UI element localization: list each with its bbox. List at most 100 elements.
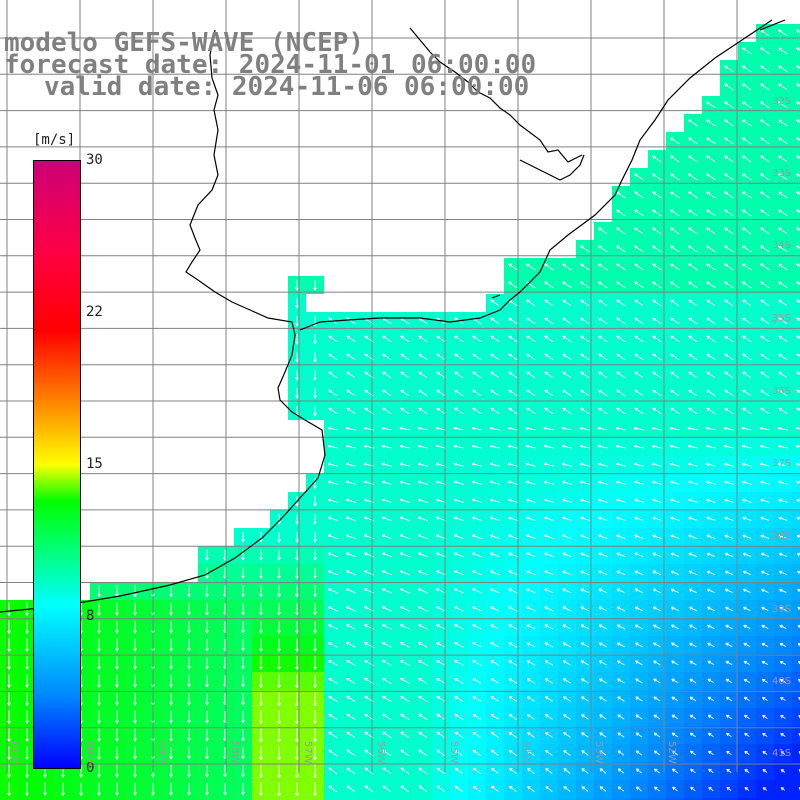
wind-vector	[723, 462, 734, 467]
wind-vector	[742, 299, 752, 307]
wind-vector	[169, 710, 173, 724]
wind-vector	[7, 692, 11, 706]
wind-vector	[241, 765, 245, 778]
wind-vector	[417, 444, 429, 449]
wind-vector	[382, 660, 392, 666]
wind-vector	[490, 785, 499, 793]
wind-speed-cell	[540, 798, 558, 800]
wind-speed-cell	[198, 798, 216, 800]
wind-vector	[241, 657, 245, 670]
wind-vector	[400, 749, 410, 757]
wind-vector	[418, 642, 428, 648]
wind-vector	[259, 746, 263, 761]
wind-vector	[778, 101, 788, 109]
wind-vector	[382, 389, 392, 397]
wind-vector	[580, 498, 590, 503]
wind-vector	[779, 606, 787, 611]
wind-vector	[525, 498, 536, 503]
wind-vector	[688, 335, 698, 343]
wind-vector	[742, 191, 752, 199]
wind-vector	[561, 498, 572, 503]
wind-vector	[671, 732, 679, 738]
wind-speed-cell	[594, 798, 612, 800]
wind-vector	[652, 191, 662, 199]
wind-speed-cell	[792, 42, 800, 60]
wind-vector	[670, 155, 680, 163]
wind-speed-cell	[702, 798, 720, 800]
wind-vector	[327, 498, 339, 503]
wind-vector	[742, 371, 752, 379]
wind-vector	[543, 480, 554, 485]
wind-vector	[760, 281, 770, 289]
wind-vector	[436, 335, 446, 343]
wind-vector	[796, 353, 800, 357]
wind-vector	[508, 371, 518, 379]
wind-vector	[706, 173, 716, 181]
wind-vector	[743, 678, 751, 684]
wind-vector	[724, 227, 734, 235]
wind-vector	[762, 714, 768, 719]
wind-vector	[580, 389, 590, 397]
wind-vector	[544, 552, 554, 558]
wind-vector	[313, 746, 317, 761]
wind-vector	[454, 335, 464, 343]
wind-vector	[670, 407, 680, 415]
wind-vector	[133, 620, 137, 634]
wind-vector	[563, 714, 571, 720]
wind-vector	[562, 570, 572, 576]
wind-vector	[526, 534, 536, 540]
wind-vector	[616, 570, 626, 576]
wind-vector	[634, 263, 644, 271]
wind-vector	[796, 371, 800, 375]
wind-vector	[688, 353, 698, 361]
wind-vector	[241, 747, 245, 760]
wind-vector	[634, 606, 644, 612]
wind-vector	[635, 786, 642, 792]
lon-label: 58W	[229, 741, 240, 764]
wind-vector	[508, 335, 518, 343]
wind-vector	[313, 405, 317, 417]
wind-vector	[707, 732, 714, 738]
wind-vector	[313, 585, 317, 597]
wind-vector	[169, 602, 173, 616]
wind-vector	[382, 731, 392, 739]
wind-vector	[259, 567, 263, 579]
wind-vector	[580, 678, 589, 684]
wind-vector	[435, 426, 447, 431]
wind-vector	[472, 713, 482, 720]
wind-vector	[79, 764, 83, 778]
wind-vector	[777, 462, 788, 467]
wind-vector	[472, 731, 482, 739]
wind-vector	[762, 751, 768, 755]
wind-speed-cell	[612, 798, 630, 800]
wind-vector	[723, 444, 734, 449]
wind-vector	[689, 732, 696, 738]
wind-vector	[313, 513, 317, 525]
wind-vector	[508, 263, 518, 271]
wind-vector	[345, 588, 356, 594]
wind-vector	[436, 606, 446, 612]
wind-vector	[598, 588, 608, 594]
wind-vector	[418, 389, 428, 397]
wind-vector	[97, 638, 101, 652]
wind-vector	[97, 728, 101, 742]
wind-vector	[508, 570, 518, 576]
wind-vector	[795, 426, 800, 431]
wind-vector	[742, 552, 752, 557]
wind-vector	[436, 678, 446, 684]
wind-vector	[706, 209, 716, 217]
wind-vector	[742, 47, 752, 55]
wind-vector	[744, 732, 750, 738]
wind-vector	[652, 281, 662, 289]
wind-vector	[616, 642, 625, 648]
wind-speed-cell	[792, 744, 800, 762]
colorbar-tick-15: 15	[86, 456, 103, 472]
wind-vector	[400, 642, 410, 648]
wind-vector	[689, 624, 697, 630]
lon-label: 60W	[84, 741, 95, 764]
wind-vector	[706, 570, 716, 576]
wind-vector	[796, 137, 800, 141]
wind-vector	[133, 710, 137, 724]
wind-vector	[133, 692, 137, 706]
wind-vector	[490, 407, 500, 415]
